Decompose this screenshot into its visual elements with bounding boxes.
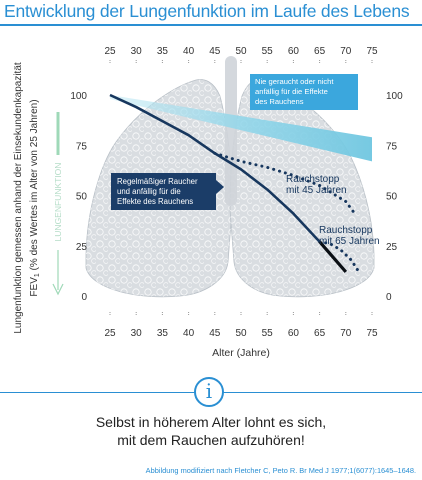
stop45-label-line2: mit 45 Jahren <box>286 185 347 196</box>
y-tick-left-100: 100 <box>70 91 87 102</box>
smoker-label-line1: Regelmäßiger Raucher <box>117 177 198 186</box>
never-smoked-label-line3: des Rauchens <box>255 97 304 106</box>
x-tick-top-75: 75 <box>366 46 378 57</box>
smoker-label-pointer <box>216 180 224 194</box>
info-icon: i <box>194 377 224 407</box>
y-tick-left-25: 25 <box>76 242 88 253</box>
x-tick-bottom-60: 60 <box>288 328 300 339</box>
axis-ticks: 25 25 30 30 35 35 40 40 45 45 50 50 55 55 60 60 65 65 70 70… <box>70 46 403 339</box>
stop45-line <box>213 151 358 218</box>
smoker-label-line2: und anfällig für die <box>117 187 181 196</box>
y-tick-right-25: 25 <box>386 242 398 253</box>
never-smoked-band-layer <box>110 95 372 162</box>
never-smoked-label-line1: Nie geraucht oder nicht <box>255 77 334 86</box>
y-tick-left-50: 50 <box>76 192 88 203</box>
smoker-line <box>109 93 347 273</box>
never-smoked-label-box <box>250 74 358 110</box>
x-tick-top-70: 70 <box>340 46 352 57</box>
x-tick-bottom-40: 40 <box>183 328 195 339</box>
y-tick-right-0: 0 <box>386 292 392 303</box>
lung-function-chart: Lungenfunktion gemessen anhand der Einse… <box>13 46 403 359</box>
x-tick-top-25: 25 <box>104 46 116 57</box>
source-citation: Abbildung modifiziert nach Fletcher C, P… <box>145 466 416 475</box>
x-tick-top-45: 45 <box>209 46 221 57</box>
page-title: Entwicklung der Lungenfunktion im Laufe … <box>4 1 410 21</box>
series-lines <box>109 93 361 274</box>
trachea <box>225 56 237 206</box>
x-tick-top-30: 30 <box>131 46 143 57</box>
x-tick-top-60: 60 <box>288 46 300 57</box>
never-smoked-band <box>110 95 372 162</box>
y-tick-right-100: 100 <box>386 91 403 102</box>
x-tick-bottom-45: 45 <box>209 328 221 339</box>
y-axis-title-line1: Lungenfunktion gemessen anhand der Einse… <box>13 62 24 334</box>
y-tick-right-50: 50 <box>386 192 398 203</box>
stop45-label-line1: Rauchstopp <box>286 174 340 185</box>
x-tick-top-65: 65 <box>314 46 326 57</box>
x-tick-bottom-65: 65 <box>314 328 326 339</box>
x-tick-top-55: 55 <box>262 46 274 57</box>
x-tick-top-50: 50 <box>235 46 247 57</box>
smoker-line-end <box>318 240 348 273</box>
smoker-label-box <box>111 173 216 210</box>
y-axis-title-rest: (% des Wertes im Alter von 25 Jahren) <box>29 99 40 273</box>
x-tick-top-35: 35 <box>157 46 169 57</box>
never-smoked-label-line2: anfällig für die Effekte <box>255 87 328 96</box>
stop65-line <box>318 240 361 274</box>
never-smoked-annotation: Nie geraucht oder nicht anfällig für die… <box>250 74 358 110</box>
x-tick-top-40: 40 <box>183 46 195 57</box>
x-tick-bottom-70: 70 <box>340 328 352 339</box>
y-axis-title-line2: FEV1 (% des Wertes im Alter von 25 Jahre… <box>29 99 41 296</box>
x-tick-bottom-30: 30 <box>131 328 143 339</box>
x-tick-bottom-50: 50 <box>235 328 247 339</box>
title-divider <box>0 24 422 26</box>
y-axis-title-sub: 1 <box>34 273 41 277</box>
smoker-annotation: Regelmäßiger Raucher und anfällig für di… <box>111 173 224 210</box>
y-axis-title-fev: FEV <box>29 277 40 297</box>
y-tick-left-75: 75 <box>76 141 88 152</box>
message-line1: Selbst in höherem Alter lohnt es sich, <box>95 414 327 430</box>
y-tick-right-75: 75 <box>386 141 398 152</box>
stop65-label-line1: Rauchstopp <box>319 225 373 236</box>
x-tick-bottom-35: 35 <box>157 328 169 339</box>
smoker-label-line3: Effekte des Rauchens <box>117 197 193 206</box>
lung-function-arrow-label: LUNGENFUNKTION <box>53 163 63 242</box>
x-tick-bottom-55: 55 <box>262 328 274 339</box>
lung-function-arrow: LUNGENFUNKTION <box>52 112 64 296</box>
x-axis-title: Alter (Jahre) <box>212 347 270 359</box>
y-tick-left-0: 0 <box>81 292 87 303</box>
x-tick-bottom-25: 25 <box>104 328 116 339</box>
message-line2: mit dem Rauchen aufzuhören! <box>117 432 305 448</box>
x-tick-bottom-75: 75 <box>366 328 378 339</box>
stop65-label-line2: mit 65 Jahren <box>319 236 380 247</box>
